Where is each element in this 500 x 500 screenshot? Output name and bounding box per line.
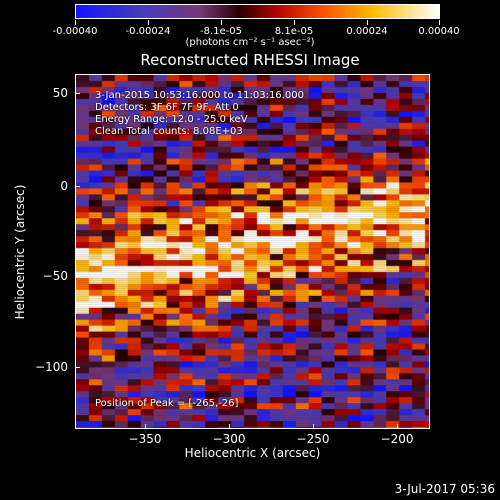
time-range-annotation: 3-Jan-2015 10:53:16.000 to 11:03:16.000 [95, 90, 304, 101]
plot-title: Reconstructed RHESSI Image [140, 51, 360, 69]
y-axis-label: Heliocentric Y (arcsec) [13, 184, 27, 320]
x-tick-label: −200 [380, 432, 414, 446]
colorbar [75, 4, 440, 19]
colorbar-units: (photons cm⁻² s⁻¹ asec⁻²) [185, 37, 315, 48]
image-plot [75, 74, 430, 429]
x-tick-label: −300 [212, 432, 246, 446]
y-tick-label: 0 [60, 179, 68, 193]
rhessi-image [76, 75, 429, 428]
x-tick-label: −350 [128, 432, 162, 446]
algorithm-annotation: Clean Total counts: 8.08E+03 [95, 126, 243, 137]
y-tick-label: 50 [52, 86, 68, 100]
peak-position-annotation: Position of Peak = [-265,-26] [95, 398, 239, 409]
y-tick-label: −100 [35, 360, 68, 374]
colorbar-tick-label: 0.00024 [346, 26, 388, 37]
colorbar-tick-label: -0.00024 [125, 26, 171, 37]
colorbar-tick-label: 8.1e-05 [274, 26, 314, 37]
footer-date: 3-Jul-2017 05:36 [394, 482, 495, 496]
energy-range-annotation: Energy Range: 12.0 - 25.0 keV [95, 114, 248, 125]
x-tick-label: −250 [296, 432, 330, 446]
detectors-annotation: Detectors: 3F 6F 7F 9F, Att 0 [95, 102, 239, 113]
colorbar-tick-label: -0.00040 [52, 26, 98, 37]
y-tick-label: −50 [42, 269, 68, 283]
colorbar-tick-label: 0.00040 [418, 26, 460, 37]
colorbar-tick-label: -8.1e-05 [200, 26, 242, 37]
x-axis-label: Heliocentric X (arcsec) [184, 446, 321, 460]
